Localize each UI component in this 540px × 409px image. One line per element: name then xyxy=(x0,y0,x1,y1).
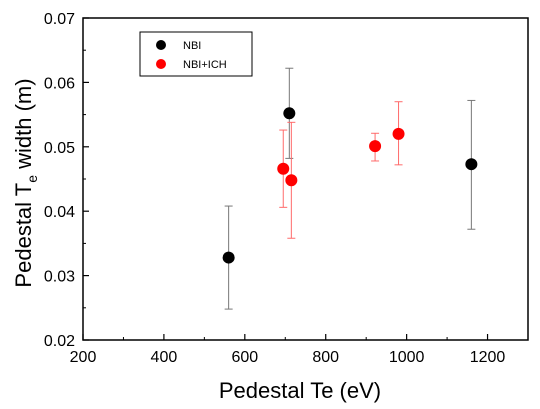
data-point xyxy=(392,127,405,140)
x-tick-label: 200 xyxy=(70,349,97,366)
x-tick-label: 400 xyxy=(151,349,178,366)
x-tick-label: 600 xyxy=(231,349,258,366)
y-tick-label: 0.06 xyxy=(44,75,75,92)
data-point xyxy=(285,174,298,187)
y-axis-label-tail: width (m) xyxy=(11,78,36,175)
legend: NBI NBI+ICH xyxy=(139,31,253,77)
y-tick-label: 0.02 xyxy=(44,333,75,350)
x-axis-label: Pedestal Te (eV) xyxy=(219,378,381,403)
y-axis-label-subscript: e xyxy=(24,175,40,183)
y-tick-label: 0.04 xyxy=(44,204,75,221)
series-layer xyxy=(222,67,478,310)
x-tick-label: 1200 xyxy=(470,349,506,366)
legend-label: NBI+ICH xyxy=(183,59,227,71)
data-point xyxy=(369,140,382,153)
y-axis-ticks: 0.02 0.03 0.04 0.05 0.06 0.07 xyxy=(44,11,89,350)
y-tick-label: 0.03 xyxy=(44,269,75,286)
series-nbi-ich xyxy=(277,101,405,239)
legend-box xyxy=(139,31,253,77)
y-tick-label: 0.05 xyxy=(44,140,75,157)
x-tick-label: 1000 xyxy=(389,349,425,366)
y-tick-label: 0.07 xyxy=(44,11,75,28)
series-nbi xyxy=(222,67,478,310)
data-point xyxy=(465,158,478,171)
data-point xyxy=(222,251,235,264)
x-tick-label: 800 xyxy=(312,349,339,366)
legend-marker xyxy=(156,59,166,69)
data-point xyxy=(283,107,296,120)
x-axis-ticks: 200 400 600 800 1000 1200 xyxy=(70,334,506,366)
legend-label: NBI xyxy=(183,40,201,52)
y-axis-label-main: Pedestal T xyxy=(11,183,36,288)
data-point xyxy=(277,162,290,175)
legend-marker xyxy=(156,40,166,50)
y-axis-label: Pedestal Te width (m) xyxy=(11,78,40,287)
